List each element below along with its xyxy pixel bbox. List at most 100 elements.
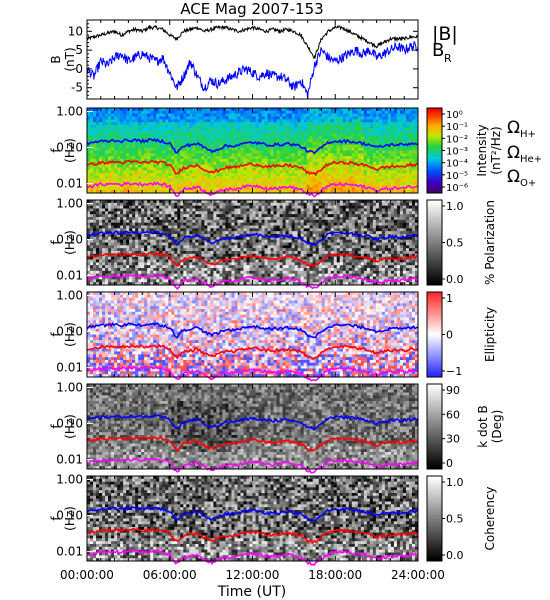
y-axis-label: f xyxy=(49,516,63,521)
legend-omega-sub: H+ xyxy=(520,129,536,140)
coherency-heatmap xyxy=(87,476,419,562)
f-ylabel-group: f (Hz) xyxy=(49,414,77,439)
legend-omega-sub: O+ xyxy=(520,178,536,189)
coherency-colorbar: 1.0 0.5 0.0 xyxy=(426,475,464,562)
k-dot-b-colorbar: 90 60 30 0 xyxy=(426,383,460,470)
colorbar-label-group: Ellipticity xyxy=(483,307,497,362)
colorbar-label: Ellipticity xyxy=(483,307,497,362)
colorbar-tick-label: 90 xyxy=(446,384,460,397)
y-axis-label: f xyxy=(49,240,63,245)
colorbar-tick-label: −1 xyxy=(446,365,462,378)
y-tick-label: 0.10 xyxy=(56,233,83,247)
gyro-line-oplus xyxy=(86,364,419,382)
y-axis-unit: (nT) xyxy=(63,47,77,71)
y-tick-label: 0.01 xyxy=(56,177,83,191)
colorbar-tick-label: 1.0 xyxy=(446,200,464,213)
y-axis-unit: (Hz) xyxy=(63,506,77,531)
y-tick-label: 0.10 xyxy=(56,325,83,339)
y-tick-label: 0 xyxy=(75,62,83,76)
colorbar-tick-label: 10⁻² xyxy=(446,134,468,145)
legend-omega-hplus: Ω xyxy=(507,118,520,138)
legend-omega-heplus: Ω xyxy=(507,143,520,163)
colorbar-tick-label: 10⁻⁵ xyxy=(446,171,468,182)
y-axis-unit: (Hz) xyxy=(63,230,77,255)
x-axis-label: Time (UT) xyxy=(217,584,286,600)
gyro-line-heplus xyxy=(87,159,419,177)
x-tick-label: 18:00:00 xyxy=(308,568,362,582)
x-tick-label: 00:00:00 xyxy=(60,568,114,582)
legend-omega-sub: He+ xyxy=(520,154,542,165)
legend-omega-oplus: Ω xyxy=(507,167,520,187)
y-tick-label: 1.00 xyxy=(56,196,83,210)
colorbar-tick-label: 10⁻⁶ xyxy=(446,183,468,194)
y-axis-label: B xyxy=(49,55,63,63)
colorbar-label: % Polarization xyxy=(483,200,497,285)
colorbar-label-group: Coherency xyxy=(483,486,497,550)
x-tick-label: 24:00:00 xyxy=(391,568,445,582)
colorbar-tick-label: 60 xyxy=(446,408,460,421)
colorbar-label-group: k dot B (Deg) xyxy=(476,405,504,447)
colorbar-tick-label: 0 xyxy=(446,329,453,342)
y-tick-label: 0.01 xyxy=(56,545,83,559)
y-tick-label: 0.01 xyxy=(56,269,83,283)
gyro-line-heplus xyxy=(86,435,419,453)
y-tick-label: 1.00 xyxy=(56,472,83,486)
intensity-heatmap xyxy=(87,108,419,194)
colorbar-tick-label: 0.0 xyxy=(446,273,464,286)
x-tick-label: 12:00:00 xyxy=(226,568,280,582)
y-tick-label: 1.00 xyxy=(56,104,83,118)
legend-b-radial-sub: R xyxy=(444,52,452,65)
y-axis-label: f xyxy=(49,332,63,337)
colorbar-frame xyxy=(426,383,443,470)
colorbar-tick-label: 10⁰ xyxy=(446,110,463,121)
legend-b-magnitude: |B| xyxy=(432,23,458,45)
colorbar-label: k dot B xyxy=(476,405,490,447)
colorbar-tick-label: 30 xyxy=(446,433,460,446)
y-tick-label: 0.10 xyxy=(56,509,83,523)
colorbar-tick-label: 0 xyxy=(446,457,453,470)
y-axis-label: f xyxy=(49,424,63,429)
y-tick-label: 0.10 xyxy=(56,417,83,431)
y-tick-label: 1.00 xyxy=(56,380,83,394)
b-ylabel-group: B (nT) xyxy=(49,47,77,71)
gyro-line-oplus xyxy=(86,273,419,290)
y-axis-unit: (Hz) xyxy=(63,322,77,347)
f-ylabel-group: f (Hz) xyxy=(49,506,77,531)
y-tick-label: 0.10 xyxy=(56,141,83,155)
x-tick-label: 06:00:00 xyxy=(143,568,197,582)
colorbar-tick-label: 1 xyxy=(446,292,453,305)
colorbar-tick-label: 10⁻³ xyxy=(446,147,468,158)
gyro-line-hplus xyxy=(86,413,419,431)
colorbar-tick-label: 10⁻⁴ xyxy=(446,159,468,170)
gyro-line-heplus xyxy=(86,251,419,268)
gyro-line-heplus xyxy=(86,527,419,545)
colorbar-label: Coherency xyxy=(483,486,497,550)
colorbar-unit: (nT²/Hz) xyxy=(489,126,503,174)
colorbar-label-group: % Polarization xyxy=(483,200,497,285)
colorbar-tick-label: 10⁻¹ xyxy=(446,122,468,133)
colorbar-tick-label: 1.0 xyxy=(446,476,464,489)
y-axis-unit: (Hz) xyxy=(63,414,77,439)
y-tick-label: 10 xyxy=(68,24,83,38)
ellipticity-heatmap xyxy=(87,292,419,378)
y-tick-label: 1.00 xyxy=(56,288,83,302)
polarization-colorbar: 1.0 0.5 0.0 xyxy=(426,199,464,286)
y-axis-unit: (Hz) xyxy=(63,138,77,163)
y-tick-label: 0.01 xyxy=(56,453,83,467)
gyro-line-heplus xyxy=(86,343,419,360)
colorbar-unit: (Deg) xyxy=(490,410,504,444)
f-ylabel-group: f (Hz) xyxy=(49,322,77,347)
y-tick-label: -5 xyxy=(71,81,83,95)
polarization-heatmap xyxy=(87,200,419,286)
k-dot-b-heatmap xyxy=(87,384,419,470)
gyro-line-hplus xyxy=(86,137,418,155)
colorbar-tick-label: 0.0 xyxy=(446,549,464,562)
y-axis-label: f xyxy=(49,148,63,153)
gyro-line-hplus xyxy=(86,230,419,247)
colorbar-label-group: Intensity (nT²/Hz) xyxy=(475,124,503,176)
y-tick-label: 5 xyxy=(75,43,83,57)
gyro-line-oplus xyxy=(86,549,419,566)
